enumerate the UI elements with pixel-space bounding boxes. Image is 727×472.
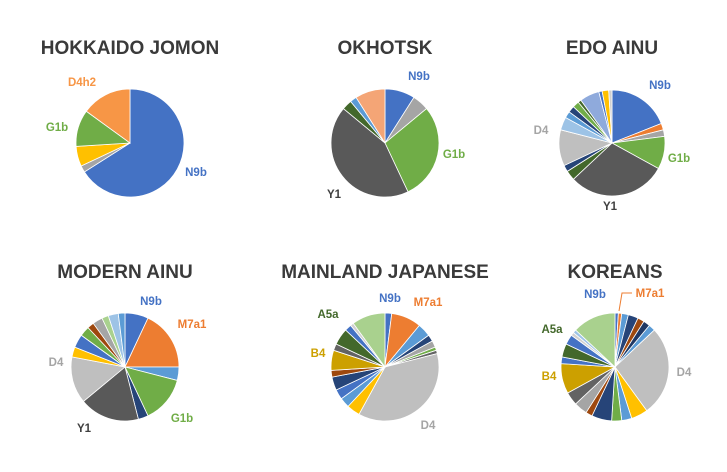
pie-edo-ainu: EDO AINU N9b G1b Y1 D4 <box>534 38 691 213</box>
pie-slice-18 <box>352 312 386 369</box>
pie-title: MAINLAND JAPANESE <box>281 262 489 283</box>
pie-slice-d4 <box>358 353 440 422</box>
slice-label-n9b: N9b <box>185 167 207 179</box>
pie-slice-y1 <box>82 366 139 422</box>
pie-okhotsk: OKHOTSK N9b G1b Y1 <box>327 38 465 201</box>
pie-hokkaido-jomon: HOKKAIDO JOMON N9b G1b D4h2 <box>41 38 219 198</box>
slice-label-n9b: N9b <box>649 80 671 92</box>
slice-label-g1b: G1b <box>443 149 465 161</box>
pie-title: HOKKAIDO JOMON <box>41 38 219 59</box>
pie-slice-14 <box>117 312 126 368</box>
slice-label-d4: D4 <box>49 357 64 369</box>
pie-slice-21 <box>575 312 616 368</box>
slice-label-n9b: N9b <box>584 289 606 301</box>
slice-label-d4: D4 <box>421 420 436 432</box>
slice-label-y1: Y1 <box>603 201 618 213</box>
slice-label-d4: D4 <box>677 367 692 379</box>
slice-label-d4h2: D4h2 <box>68 77 96 89</box>
pie-koreans: KOREANS N9b M7a1 D4 B4 A5a <box>541 262 692 422</box>
slice-label-a5a: A5a <box>317 309 339 321</box>
pie-slice-n9b <box>83 88 185 198</box>
pie-slice-y1 <box>572 142 659 197</box>
pie-slice-y1 <box>330 108 409 198</box>
leader-line-m7a1 <box>618 292 632 312</box>
pie-slice-d4 <box>614 329 670 412</box>
pie-modern-ainu: MODERN AINU N9b M7a1 G1b Y1 D4 <box>49 262 207 435</box>
slice-label-m7a1: M7a1 <box>178 319 207 331</box>
slice-label-y1: Y1 <box>77 423 92 435</box>
slice-label-n9b: N9b <box>379 293 401 305</box>
slice-label-n9b: N9b <box>140 296 162 308</box>
pie-title: OKHOTSK <box>338 38 433 59</box>
pie-slice-6 <box>355 88 386 145</box>
slice-label-m7a1: M7a1 <box>414 297 443 309</box>
pie-title: EDO AINU <box>566 38 658 59</box>
pie-slice-n9b <box>611 89 662 144</box>
slice-label-m7a1: M7a1 <box>636 288 665 300</box>
slice-label-y1: Y1 <box>327 189 342 201</box>
slice-label-g1b: G1b <box>668 153 690 165</box>
slice-label-d4: D4 <box>534 125 549 137</box>
pie-title: MODERN AINU <box>57 262 192 283</box>
slice-label-g1b: G1b <box>171 413 193 425</box>
pie-slice-d4h2 <box>85 88 131 144</box>
pie-slice-m7a1 <box>124 317 180 368</box>
slice-label-g1b: G1b <box>46 122 68 134</box>
slice-label-b4: B4 <box>542 371 557 383</box>
pie-mainland-japanese: MAINLAND JAPANESE N9b M7a1 D4 B4 A5a <box>281 262 489 432</box>
pie-title: KOREANS <box>567 262 662 283</box>
pie-slice-16 <box>608 89 613 144</box>
slice-label-b4: B4 <box>311 348 326 360</box>
slice-label-a5a: A5a <box>541 324 563 336</box>
slice-label-n9b: N9b <box>408 71 430 83</box>
